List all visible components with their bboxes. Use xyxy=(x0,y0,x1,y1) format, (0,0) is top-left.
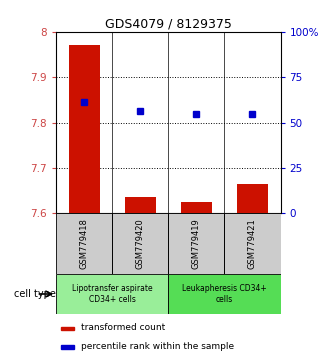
Text: transformed count: transformed count xyxy=(81,324,165,332)
Text: percentile rank within the sample: percentile rank within the sample xyxy=(81,342,234,350)
Bar xyxy=(69,45,100,213)
Bar xyxy=(224,213,280,274)
Bar xyxy=(61,346,74,349)
Bar xyxy=(168,274,280,314)
Bar xyxy=(61,327,74,331)
Text: Leukapheresis CD34+
cells: Leukapheresis CD34+ cells xyxy=(182,284,267,304)
Bar xyxy=(125,198,156,213)
Text: cell type: cell type xyxy=(14,289,56,299)
Text: GSM779420: GSM779420 xyxy=(136,218,145,269)
Bar xyxy=(56,213,112,274)
Text: GSM779418: GSM779418 xyxy=(80,218,89,269)
Bar xyxy=(181,202,212,213)
Bar xyxy=(237,184,268,213)
Text: GSM779421: GSM779421 xyxy=(248,218,257,269)
Bar xyxy=(168,213,224,274)
Title: GDS4079 / 8129375: GDS4079 / 8129375 xyxy=(105,18,232,31)
Text: GSM779419: GSM779419 xyxy=(192,218,201,269)
Bar xyxy=(112,213,168,274)
Text: Lipotransfer aspirate
CD34+ cells: Lipotransfer aspirate CD34+ cells xyxy=(72,284,152,304)
Bar xyxy=(56,274,168,314)
